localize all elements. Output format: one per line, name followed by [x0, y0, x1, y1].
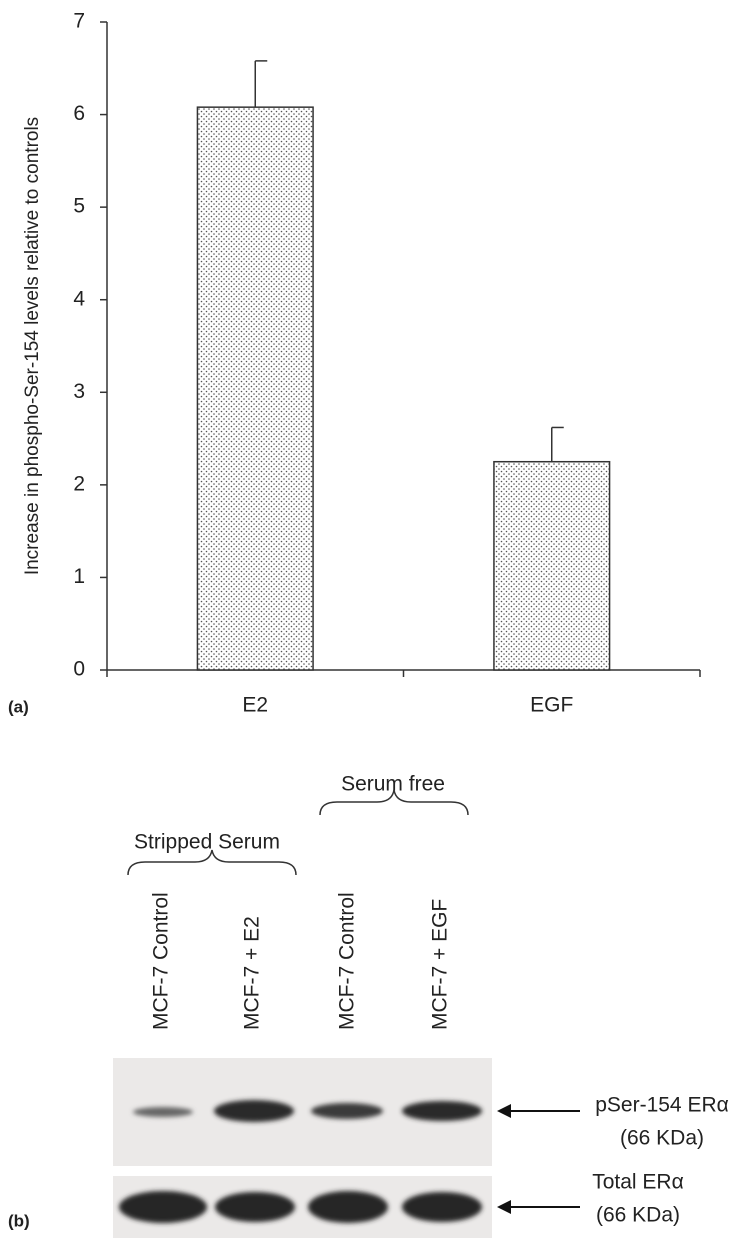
- panel-label: (a): [8, 697, 29, 716]
- band-size: (66 KDa): [620, 1127, 704, 1150]
- figure: Increase in phospho-Ser-154 levels relat…: [0, 0, 745, 1241]
- y-tick-label: 1: [73, 565, 85, 588]
- y-tick-label: 4: [73, 287, 85, 310]
- y-tick-label: 6: [73, 102, 85, 125]
- lane-label: MCF-7 + E2: [241, 916, 264, 1030]
- lane-label: MCF-7 + EGF: [429, 899, 452, 1030]
- arrow: [497, 1104, 580, 1214]
- group-label: Stripped Serum: [134, 831, 280, 854]
- lane-label: MCF-7 Control: [336, 892, 359, 1030]
- panel-label: (b): [8, 1211, 30, 1230]
- band-size: (66 KDa): [596, 1204, 680, 1227]
- x-tick-label: E2: [242, 694, 268, 717]
- x-tick-label: EGF: [530, 694, 573, 717]
- y-tick-label: 7: [73, 10, 85, 33]
- blot-image: [113, 1058, 492, 1238]
- band-label: Total ERα: [592, 1171, 684, 1194]
- y-tick-label: 2: [73, 472, 85, 495]
- bar: [197, 107, 313, 670]
- bar: [494, 462, 610, 670]
- brace: [128, 850, 296, 875]
- lane-label: MCF-7 Control: [150, 892, 173, 1030]
- y-tick-label: 5: [73, 195, 85, 218]
- band-label: pSer-154 ERα: [595, 1094, 729, 1117]
- y-axis-label: Increase in phospho-Ser-154 levels relat…: [22, 117, 43, 575]
- y-tick-label: 0: [73, 658, 85, 681]
- y-tick-label: 3: [73, 380, 85, 403]
